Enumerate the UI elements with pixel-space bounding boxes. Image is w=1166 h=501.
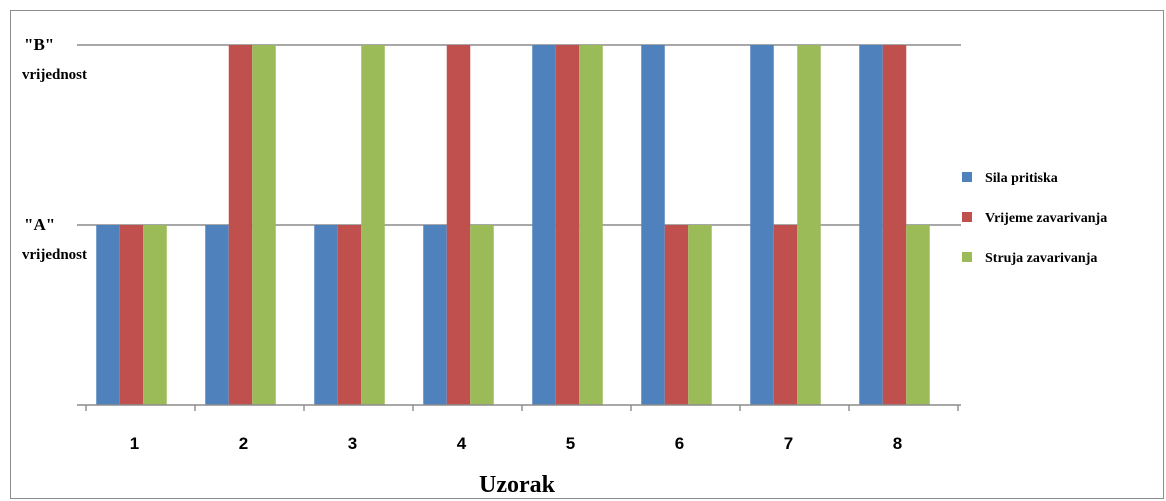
- bar: [96, 225, 120, 405]
- y-tick-label: "A": [24, 215, 55, 234]
- legend-swatch: [962, 172, 972, 182]
- chart-frame: "B" vrijednost "A" vrijednost 1 2 3 4 5 6 7 8 Uzor…: [10, 10, 1164, 499]
- bar: [579, 45, 603, 405]
- x-tick-label: 8: [893, 434, 902, 453]
- bar: [361, 45, 385, 405]
- x-tick-labels: 1 2 3 4 5 6 7 8: [130, 434, 902, 453]
- y-tick-label: "B": [24, 35, 54, 54]
- bar: [143, 225, 167, 405]
- bar: [555, 45, 580, 405]
- legend: Sila pritiska Vrijeme zavarivanja Struja z…: [962, 171, 1107, 266]
- x-tick-label: 7: [784, 434, 793, 453]
- bar: [252, 45, 276, 405]
- legend-label: Struja zavarivanja: [985, 251, 1097, 266]
- legend-swatch: [962, 212, 972, 222]
- bar: [773, 225, 798, 405]
- x-tick-label: 6: [675, 434, 684, 453]
- bar: [532, 45, 556, 405]
- x-tick-label: 4: [457, 434, 467, 453]
- legend-swatch: [962, 252, 972, 262]
- x-axis: [77, 404, 961, 411]
- bar: [664, 225, 689, 405]
- bar: [688, 225, 712, 405]
- x-tick-label: 1: [130, 434, 139, 453]
- bar: [470, 225, 494, 405]
- bar: [906, 225, 930, 405]
- y-tick-sublabel: vrijednost: [22, 67, 87, 83]
- bars: [96, 45, 930, 405]
- legend-label: Vrijeme zavarivanja: [985, 211, 1107, 226]
- bar: [314, 225, 338, 405]
- bar: [423, 225, 447, 405]
- bar: [882, 45, 907, 405]
- bar: [228, 45, 253, 405]
- x-tick-label: 2: [239, 434, 248, 453]
- bar: [119, 225, 144, 405]
- x-tick-label: 5: [566, 434, 575, 453]
- bar: [859, 45, 883, 405]
- gridlines: [77, 44, 961, 226]
- bar: [750, 45, 774, 405]
- bar-chart: "B" vrijednost "A" vrijednost 1 2 3 4 5 6 7 8 Uzor…: [22, 35, 1107, 498]
- bar: [446, 45, 471, 405]
- y-tick-sublabel: vrijednost: [22, 247, 87, 263]
- bar: [797, 45, 821, 405]
- bar: [205, 225, 229, 405]
- x-tick-label: 3: [348, 434, 357, 453]
- x-axis-title: Uzorak: [479, 472, 556, 498]
- y-tick-labels: "B" vrijednost "A" vrijednost: [22, 35, 87, 263]
- bar: [337, 225, 362, 405]
- legend-label: Sila pritiska: [985, 171, 1058, 186]
- bar: [641, 45, 665, 405]
